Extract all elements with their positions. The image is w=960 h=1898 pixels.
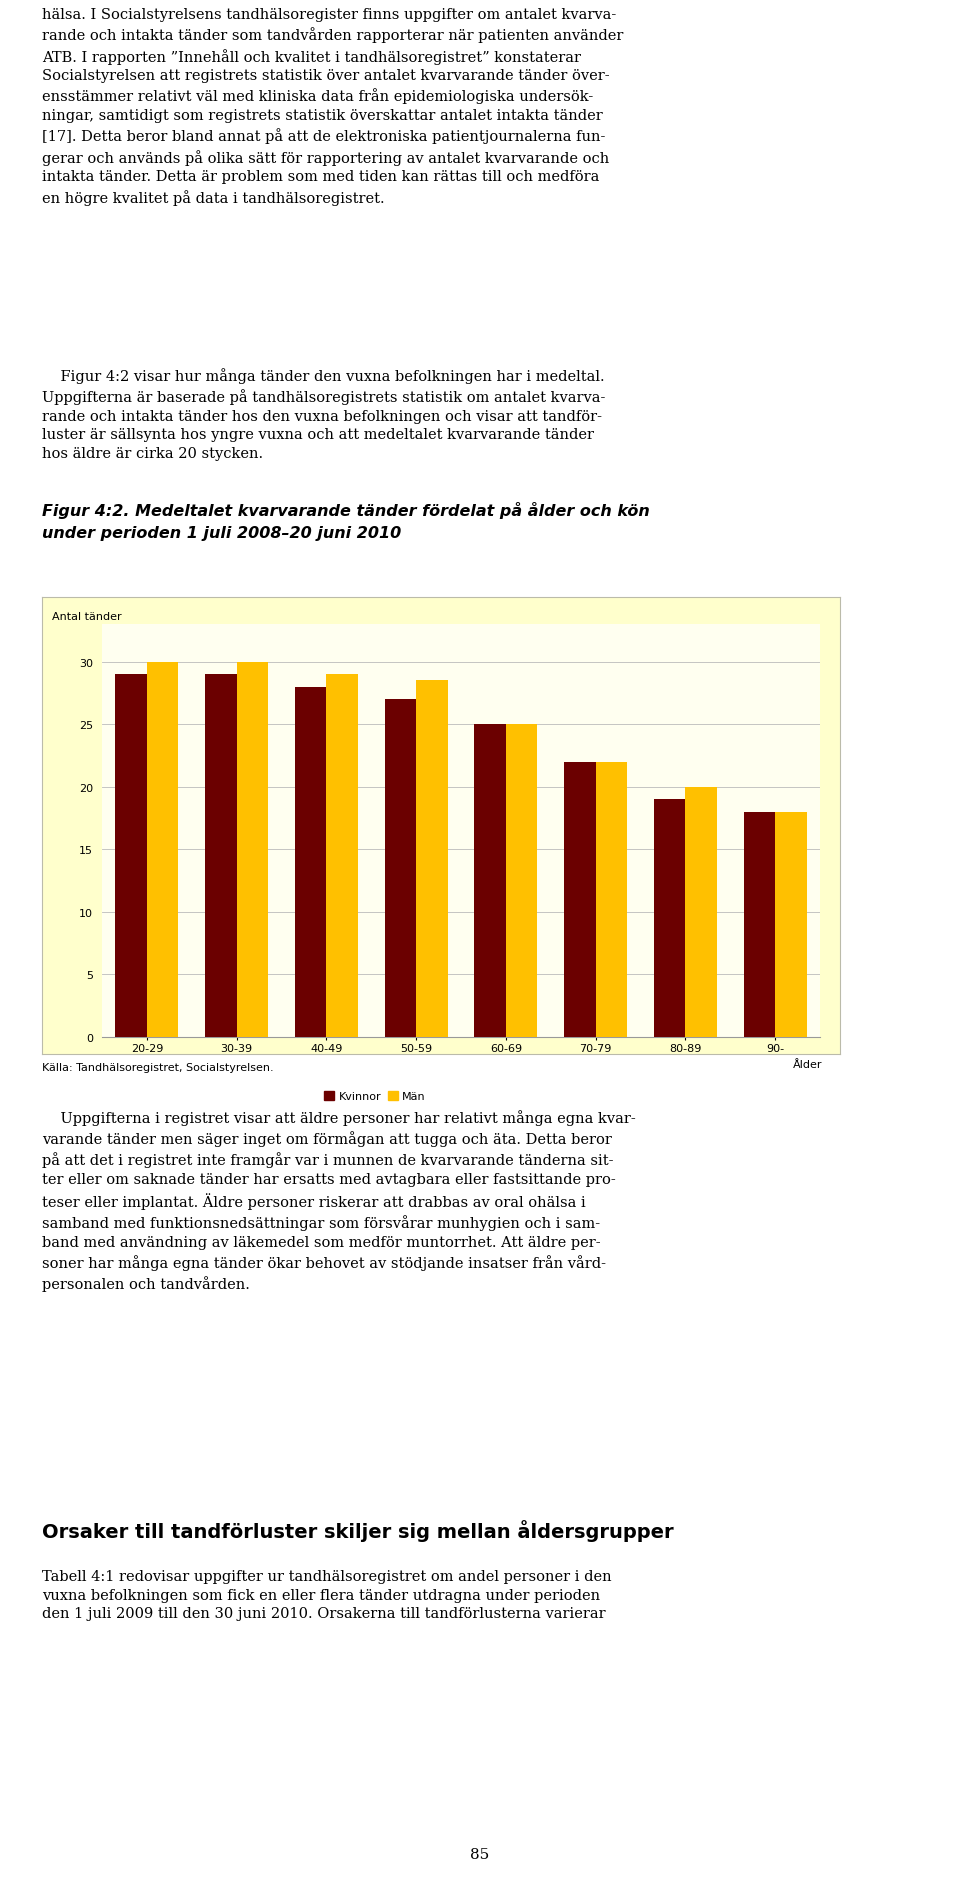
Text: under perioden 1 juli 2008–20 juni 2010: under perioden 1 juli 2008–20 juni 2010 [42,526,401,541]
Text: Uppgifterna i registret visar att äldre personer har relativt många egna kvar-
v: Uppgifterna i registret visar att äldre … [42,1110,636,1291]
Bar [474,725,506,1038]
Bar [326,674,358,1038]
Bar [564,763,595,1038]
Text: Källa: Tandhälsoregistret, Socialstyrelsen.: Källa: Tandhälsoregistret, Socialstyrels… [42,1063,274,1072]
Text: Ålder: Ålder [793,1059,822,1069]
Bar [775,812,806,1038]
Text: Tabell 4:1 redovisar uppgifter ur tandhälsoregistret om andel personer i den
vux: Tabell 4:1 redovisar uppgifter ur tandhä… [42,1570,612,1621]
Bar [295,687,326,1038]
Text: Antal tänder: Antal tänder [52,611,122,623]
Bar [147,662,179,1038]
Text: Orsaker till tandförluster skiljer sig mellan åldersgrupper: Orsaker till tandförluster skiljer sig m… [42,1518,674,1541]
Legend: Kvinnor, Män: Kvinnor, Män [320,1088,430,1107]
Bar [506,725,538,1038]
Bar [654,799,685,1038]
Bar [385,700,416,1038]
Bar [236,662,268,1038]
Bar [595,763,627,1038]
Bar [205,674,236,1038]
Text: Figur 4:2. Medeltalet kvarvarande tänder fördelat på ålder och kön: Figur 4:2. Medeltalet kvarvarande tänder… [42,501,650,518]
Bar [685,788,717,1038]
Bar [744,812,775,1038]
Text: Figur 4:2 visar hur många tänder den vuxna befolkningen har i medeltal.
Uppgifte: Figur 4:2 visar hur många tänder den vux… [42,368,606,461]
Bar [416,681,447,1038]
Bar [115,674,147,1038]
Text: hälsa. I Socialstyrelsens tandhälsoregister finns uppgifter om antalet kvarva-
r: hälsa. I Socialstyrelsens tandhälsoregis… [42,8,623,205]
Text: 85: 85 [470,1847,490,1862]
